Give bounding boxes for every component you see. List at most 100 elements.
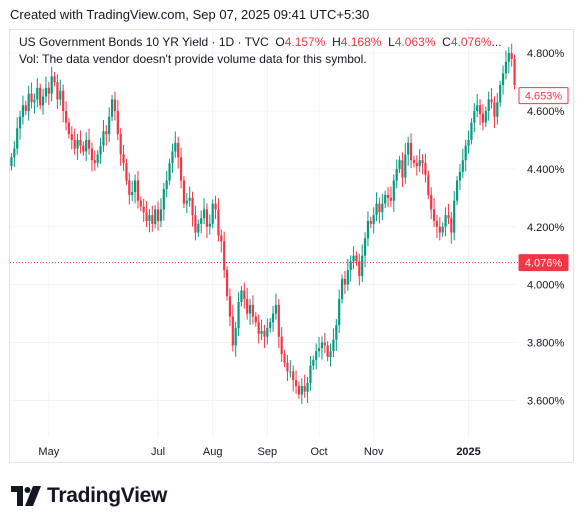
candle-body: [464, 145, 467, 161]
candle-body: [177, 142, 180, 158]
candle-body: [228, 296, 232, 317]
candle-body: [432, 209, 436, 221]
legend-ellipsis: ...: [491, 35, 502, 49]
candle-body: [188, 197, 191, 201]
candle-body: [286, 362, 289, 372]
candle-body: [41, 96, 45, 106]
candle-body: [142, 206, 145, 213]
candle-body: [159, 209, 163, 221]
candle-body: [205, 209, 209, 227]
x-tick-label: May: [38, 446, 59, 458]
candle-body: [450, 218, 453, 233]
candle-body: [99, 145, 102, 155]
y-tick-label: 4.600%: [527, 106, 565, 118]
candle-body: [389, 197, 393, 201]
candle-body: [223, 241, 226, 271]
candles: [10, 43, 516, 405]
low-value: 4.063%: [394, 35, 436, 49]
candle-body: [349, 261, 352, 271]
high-label: H: [332, 35, 341, 49]
candle-body: [39, 87, 42, 106]
candle-body: [283, 354, 286, 363]
candle-body: [470, 122, 473, 140]
candle-body: [381, 203, 384, 213]
candle-body: [306, 383, 309, 392]
tradingview-logo[interactable]: TradingView: [11, 484, 167, 508]
candle-body: [323, 342, 326, 346]
candle-body: [182, 180, 186, 204]
candle-body: [200, 218, 203, 224]
symbol-description[interactable]: US Government Bonds 10 YR Yield · 1D · T…: [19, 35, 269, 49]
candle-body: [289, 371, 292, 373]
candle-body: [102, 131, 105, 146]
candle-body: [453, 200, 456, 233]
candle-body: [361, 255, 364, 276]
candle-body: [21, 105, 25, 117]
created-with-caption: Created with TradingView.com, Sep 07, 20…: [10, 7, 370, 22]
candle-body: [343, 278, 347, 285]
candle-body: [335, 325, 338, 340]
candle-body: [70, 134, 73, 140]
candle-body: [108, 116, 111, 135]
y-tick-label: 4.400%: [527, 164, 565, 176]
candle-body: [476, 105, 479, 112]
candle-body: [358, 261, 361, 276]
candle-body: [473, 111, 476, 123]
candle-body: [484, 111, 487, 123]
candle-body: [444, 215, 447, 227]
candle-body: [30, 93, 33, 103]
candle-body: [430, 194, 433, 210]
y-tick-label: 3.800%: [527, 338, 565, 350]
price-label-box: [518, 254, 569, 272]
candle-body: [409, 142, 413, 161]
candle-body: [329, 351, 332, 357]
high-value: 4.168%: [340, 35, 382, 49]
candle-body: [438, 226, 441, 233]
candle-body: [407, 142, 410, 155]
candle-body: [490, 99, 493, 103]
candle-body: [50, 76, 53, 94]
candle-body: [352, 255, 355, 262]
candle-body: [208, 223, 211, 227]
candle-body: [53, 76, 56, 83]
candle-body: [246, 299, 249, 314]
open-value: 4.157%: [284, 35, 326, 49]
candle-body: [79, 139, 82, 146]
candle-body: [398, 160, 401, 169]
open-label: O: [275, 35, 285, 49]
x-tick-label: Nov: [364, 446, 384, 458]
candle-body: [225, 270, 229, 297]
candle-body: [24, 105, 27, 112]
candle-body: [128, 180, 131, 195]
candle-body: [401, 160, 404, 178]
candle-body: [168, 163, 171, 181]
candle-body: [478, 105, 482, 114]
candle-body: [145, 212, 148, 221]
candle-body: [455, 180, 459, 201]
candle-body: [93, 160, 96, 164]
candle-body: [18, 116, 22, 129]
candle-body: [148, 215, 151, 221]
candle-body: [33, 99, 36, 103]
close-label: C: [442, 35, 451, 49]
candle-body: [375, 203, 378, 216]
volume-note: Vol: The data vendor doesn't provide vol…: [19, 52, 367, 66]
candle-body: [156, 209, 160, 221]
candle-body: [243, 290, 246, 300]
candle-body: [297, 385, 301, 395]
candle-body: [13, 148, 16, 158]
candle-body: [234, 328, 237, 346]
candle-body: [257, 322, 260, 334]
candle-body: [392, 180, 395, 201]
candle-body: [467, 139, 470, 146]
candle-body: [415, 163, 418, 166]
candle-body: [504, 61, 508, 74]
candle-body: [507, 53, 510, 62]
candle-body: [510, 53, 513, 59]
candle-body: [217, 209, 220, 236]
candle-body: [412, 160, 416, 164]
close-value: 4.076%: [450, 35, 492, 49]
candle-body: [315, 351, 318, 360]
candle-body: [125, 163, 128, 181]
